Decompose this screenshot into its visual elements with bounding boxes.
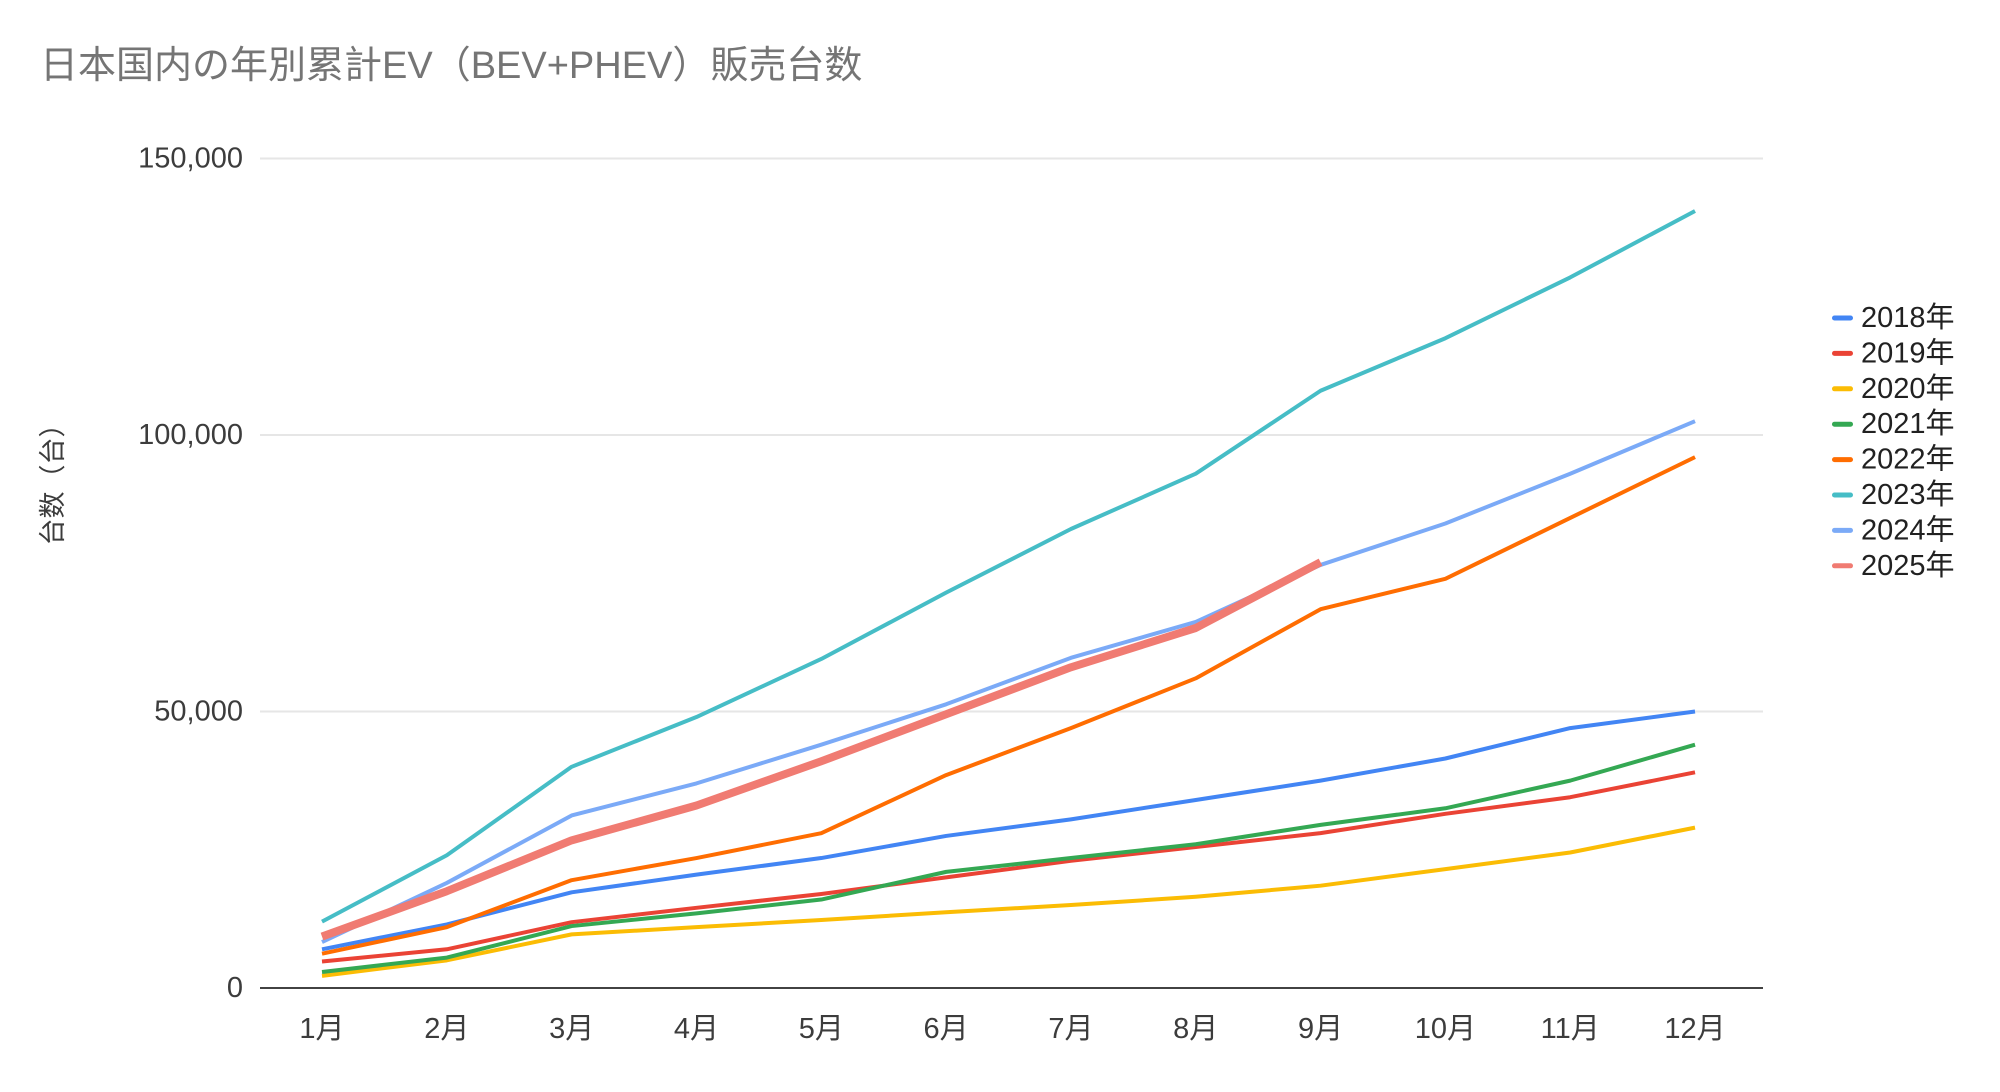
legend-label: 2018年	[1861, 301, 1955, 334]
legend-swatch	[1832, 350, 1853, 356]
y-tick-label: 100,000	[138, 419, 243, 451]
legend-item-2025年: 2025年	[1832, 549, 1955, 582]
x-tick-label: 10月	[1415, 1013, 1476, 1045]
legend-item-2023年: 2023年	[1832, 478, 1955, 511]
legend-item-2019年: 2019年	[1832, 336, 1955, 369]
x-tick-label: 8月	[1173, 1013, 1218, 1045]
x-tick-label: 4月	[674, 1013, 719, 1045]
y-axis-tick-labels: 0 50,000 100,000 150,000	[138, 143, 243, 1005]
series-line-2023年	[321, 209, 1696, 924]
x-tick-label: 11月	[1541, 1013, 1600, 1045]
x-axis-tick-labels: 1月 2月 3月 4月 5月 6月 7月 8月 9月 10月 11月 12月	[299, 1013, 1725, 1045]
legend-swatch	[1832, 315, 1853, 321]
legend-item-2024年: 2024年	[1832, 513, 1955, 546]
x-tick-label: 1月	[299, 1013, 344, 1045]
x-tick-label: 3月	[549, 1013, 594, 1045]
chart-title: 日本国内の年別累計EV（BEV+PHEV）販売台数	[40, 45, 862, 87]
y-tick-label: 150,000	[138, 143, 243, 175]
legend-swatch	[1832, 492, 1853, 498]
y-axis-title: 台数（台）	[38, 411, 68, 546]
legend-swatch	[1832, 457, 1853, 463]
y-tick-label: 50,000	[154, 696, 243, 728]
series-line-2019年	[321, 770, 1696, 964]
y-tick-label: 0	[227, 972, 243, 1004]
x-tick-label: 6月	[924, 1013, 969, 1045]
legend-label: 2021年	[1861, 407, 1955, 440]
x-tick-label: 9月	[1298, 1013, 1343, 1045]
legend-item-2020年: 2020年	[1832, 372, 1955, 405]
series-line-2018年	[321, 709, 1696, 952]
legend-label: 2025年	[1861, 549, 1955, 582]
x-tick-label: 7月	[1048, 1013, 1093, 1045]
legend-label: 2020年	[1861, 372, 1955, 405]
x-tick-label: 2月	[424, 1013, 469, 1045]
legend-item-2022年: 2022年	[1832, 443, 1955, 476]
legend-swatch	[1832, 563, 1853, 569]
legend-label: 2019年	[1861, 336, 1955, 369]
legend-label: 2022年	[1861, 443, 1955, 476]
legend-swatch	[1832, 386, 1853, 392]
series-line-2024年	[321, 419, 1696, 944]
legend-item-2018年: 2018年	[1832, 301, 1955, 334]
series-lines	[320, 209, 1696, 978]
series-line-2021年	[321, 742, 1696, 974]
x-tick-label: 12月	[1664, 1013, 1725, 1045]
series-line-2020年	[321, 825, 1696, 978]
legend-swatch	[1832, 421, 1853, 427]
x-tick-label: 5月	[799, 1013, 844, 1045]
legend-label: 2023年	[1861, 478, 1955, 511]
gridlines	[260, 157, 1763, 989]
series-line-2022年	[321, 455, 1696, 956]
series-line-2025年	[320, 558, 1323, 941]
legend-swatch	[1832, 527, 1853, 533]
legend-label: 2024年	[1861, 513, 1955, 546]
legend-item-2021年: 2021年	[1832, 407, 1955, 440]
